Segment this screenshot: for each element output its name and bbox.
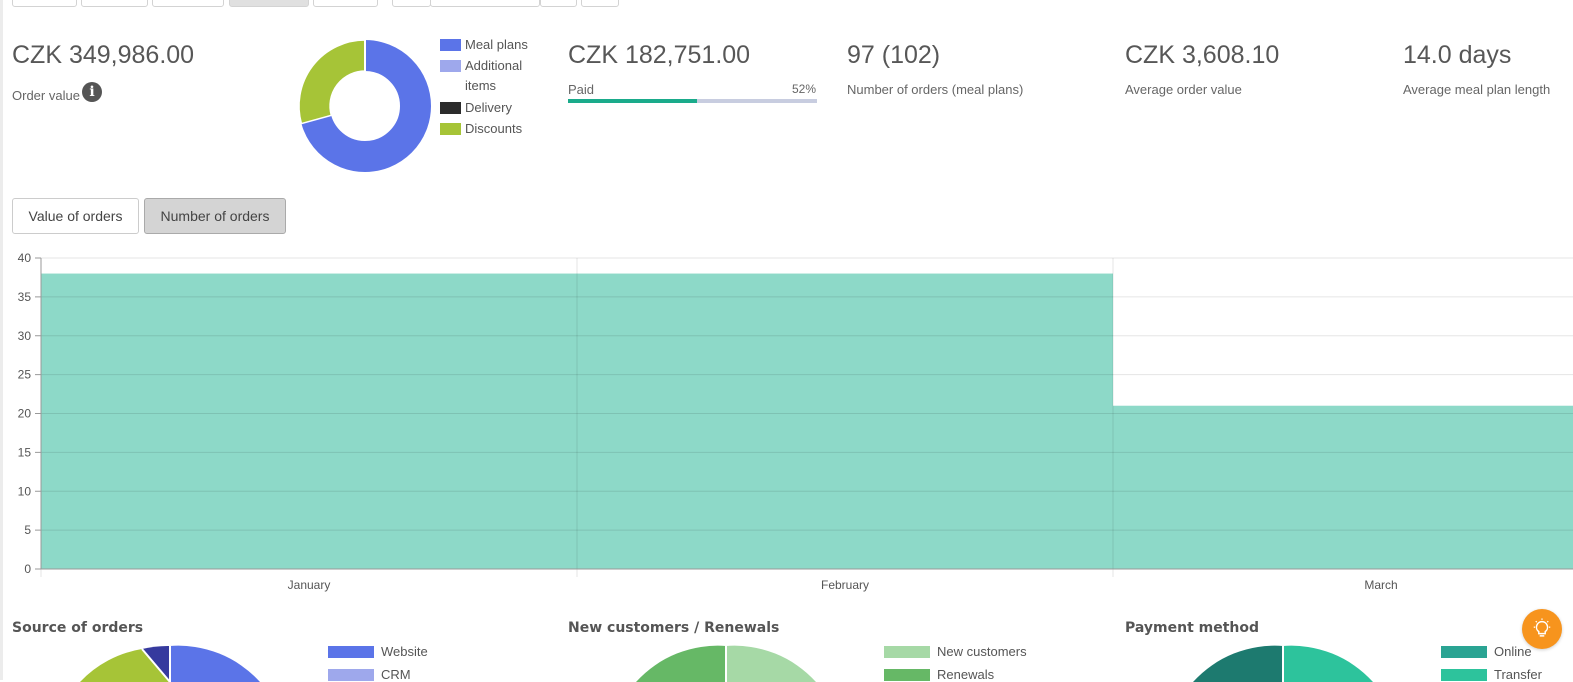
- legend-swatch: [884, 646, 930, 658]
- legend-swatch: [440, 60, 461, 72]
- legend-swatch: [328, 669, 374, 681]
- order-value: CZK 349,986.00: [12, 41, 195, 69]
- date-next-button[interactable]: [540, 0, 577, 7]
- legend-swatch: [440, 123, 461, 135]
- bar-march: [1113, 405, 1573, 569]
- legend-label: CRM: [381, 667, 411, 682]
- legend-label: Transfer: [1494, 667, 1542, 682]
- y-tick-label: 10: [18, 484, 32, 498]
- order-breakdown-legend: Meal plans Additional items Delivery Dis…: [440, 37, 540, 136]
- legend-swatch: [440, 39, 461, 51]
- y-tick-label: 5: [24, 523, 31, 537]
- info-icon[interactable]: i: [82, 82, 102, 102]
- y-tick-label: 35: [18, 290, 32, 304]
- legend-item-additional-items[interactable]: Additional items: [440, 58, 540, 96]
- period-button[interactable]: [12, 0, 77, 7]
- legend-item-crm[interactable]: CRM: [328, 667, 428, 682]
- legend-swatch: [328, 646, 374, 658]
- y-tick-label: 30: [18, 329, 32, 343]
- legend-item-transfer[interactable]: Transfer: [1441, 667, 1542, 682]
- legend-item-website[interactable]: Website: [328, 644, 428, 659]
- legend-swatch: [1441, 669, 1487, 681]
- x-tick-label: March: [1364, 578, 1397, 592]
- legend-swatch: [440, 102, 461, 114]
- tab-value-of-orders[interactable]: Value of orders: [12, 198, 139, 234]
- legend-label: New customers: [937, 644, 1027, 659]
- tab-number-of-orders[interactable]: Number of orders: [144, 198, 286, 234]
- y-tick-label: 40: [18, 251, 32, 265]
- average-order-value-label: Average order value: [1125, 82, 1242, 97]
- orders-count: 97 (102): [847, 41, 941, 69]
- paid-progress-fill: [568, 99, 698, 103]
- source-of-orders-pie: [80, 645, 260, 682]
- y-tick-label: 0: [24, 562, 31, 576]
- date-prev-button[interactable]: [392, 0, 431, 7]
- legend-label: Renewals: [937, 667, 995, 682]
- legend-item-discounts[interactable]: Discounts: [440, 121, 540, 136]
- average-order-value: CZK 3,608.10: [1125, 41, 1280, 69]
- new-customers-renewals-title: New customers / Renewals: [568, 620, 780, 636]
- period-button[interactable]: [81, 0, 148, 7]
- orders-bar-chart: 0 5 10 15 20 25 30 35 40 January February March: [18, 251, 1573, 592]
- payment-method-pie: [1193, 645, 1373, 682]
- legend-label: Online: [1494, 644, 1532, 659]
- legend-item-delivery[interactable]: Delivery: [440, 100, 540, 115]
- bar-february: [577, 273, 1113, 569]
- orders-count-label: Number of orders (meal plans): [847, 82, 1024, 97]
- period-button[interactable]: [152, 0, 224, 7]
- paid-percent: 52%: [792, 82, 817, 96]
- source-of-orders-title: Source of orders: [12, 620, 144, 636]
- payment-method-legend: Online Transfer: [1441, 644, 1542, 682]
- legend-item-renewals[interactable]: Renewals: [884, 667, 1027, 682]
- legend-label: Delivery: [465, 100, 512, 115]
- y-tick-label: 15: [18, 445, 32, 459]
- paid-label: Paid: [568, 82, 595, 97]
- legend-label: Discounts: [465, 121, 523, 136]
- paid-progress-bar: [568, 99, 817, 103]
- legend-label: Additional items: [465, 58, 523, 93]
- lightbulb-icon: [1533, 618, 1551, 637]
- new-customers-renewals-legend: New customers Renewals: [884, 644, 1027, 682]
- payment-method-title: Payment method: [1125, 620, 1260, 636]
- period-button[interactable]: [313, 0, 378, 7]
- bar-january: [41, 273, 577, 569]
- period-button-active[interactable]: [229, 0, 309, 7]
- date-picker-button[interactable]: [581, 0, 619, 7]
- paid-value: CZK 182,751.00: [568, 41, 751, 69]
- left-edge: [0, 0, 3, 680]
- average-meal-plan-length-label: Average meal plan length: [1403, 82, 1551, 97]
- legend-swatch: [884, 669, 930, 681]
- legend-label: Website: [381, 644, 428, 659]
- legend-item-online[interactable]: Online: [1441, 644, 1542, 659]
- source-of-orders-legend: Website CRM: [328, 644, 428, 682]
- order-value-label: Order value: [12, 88, 80, 103]
- y-tick-label: 25: [18, 368, 32, 382]
- order-breakdown-donut: [298, 39, 431, 172]
- legend-item-meal-plans[interactable]: Meal plans: [440, 37, 540, 52]
- average-meal-plan-length: 14.0 days: [1403, 41, 1512, 69]
- legend-item-new-customers[interactable]: New customers: [884, 644, 1027, 659]
- help-tips-button[interactable]: [1522, 609, 1562, 649]
- new-customers-renewals-pie: [636, 645, 816, 682]
- y-tick-label: 20: [18, 407, 32, 421]
- date-range-input[interactable]: [430, 0, 540, 7]
- x-tick-label: January: [288, 578, 331, 592]
- x-tick-label: February: [821, 578, 869, 592]
- legend-swatch: [1441, 646, 1487, 658]
- legend-label: Meal plans: [465, 37, 528, 52]
